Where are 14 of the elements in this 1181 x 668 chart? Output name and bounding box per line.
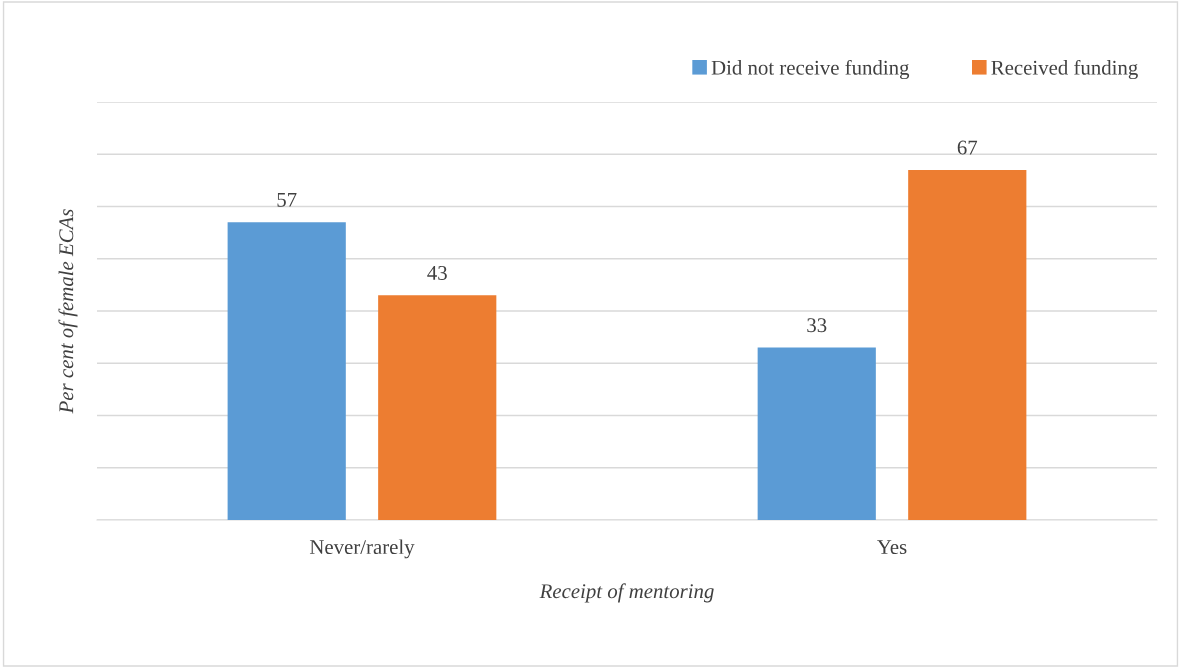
data-label: 43 xyxy=(427,265,447,280)
data-label: 33 xyxy=(807,318,827,333)
data-label: 67 xyxy=(957,140,978,155)
legend-label: Did not receive funding xyxy=(711,59,910,80)
bar xyxy=(227,222,346,520)
x-axis-title: Receipt of mentoring xyxy=(539,583,714,603)
bar xyxy=(757,347,876,520)
legend-label: Received funding xyxy=(991,59,1138,80)
x-tick-label: Never/rarely xyxy=(309,539,415,559)
x-tick-label: Yes xyxy=(877,540,907,555)
y-axis-title: Per cent of female ECAs xyxy=(58,209,78,414)
data-label: 57 xyxy=(277,192,297,207)
bar xyxy=(908,169,1027,520)
bar xyxy=(378,295,497,520)
